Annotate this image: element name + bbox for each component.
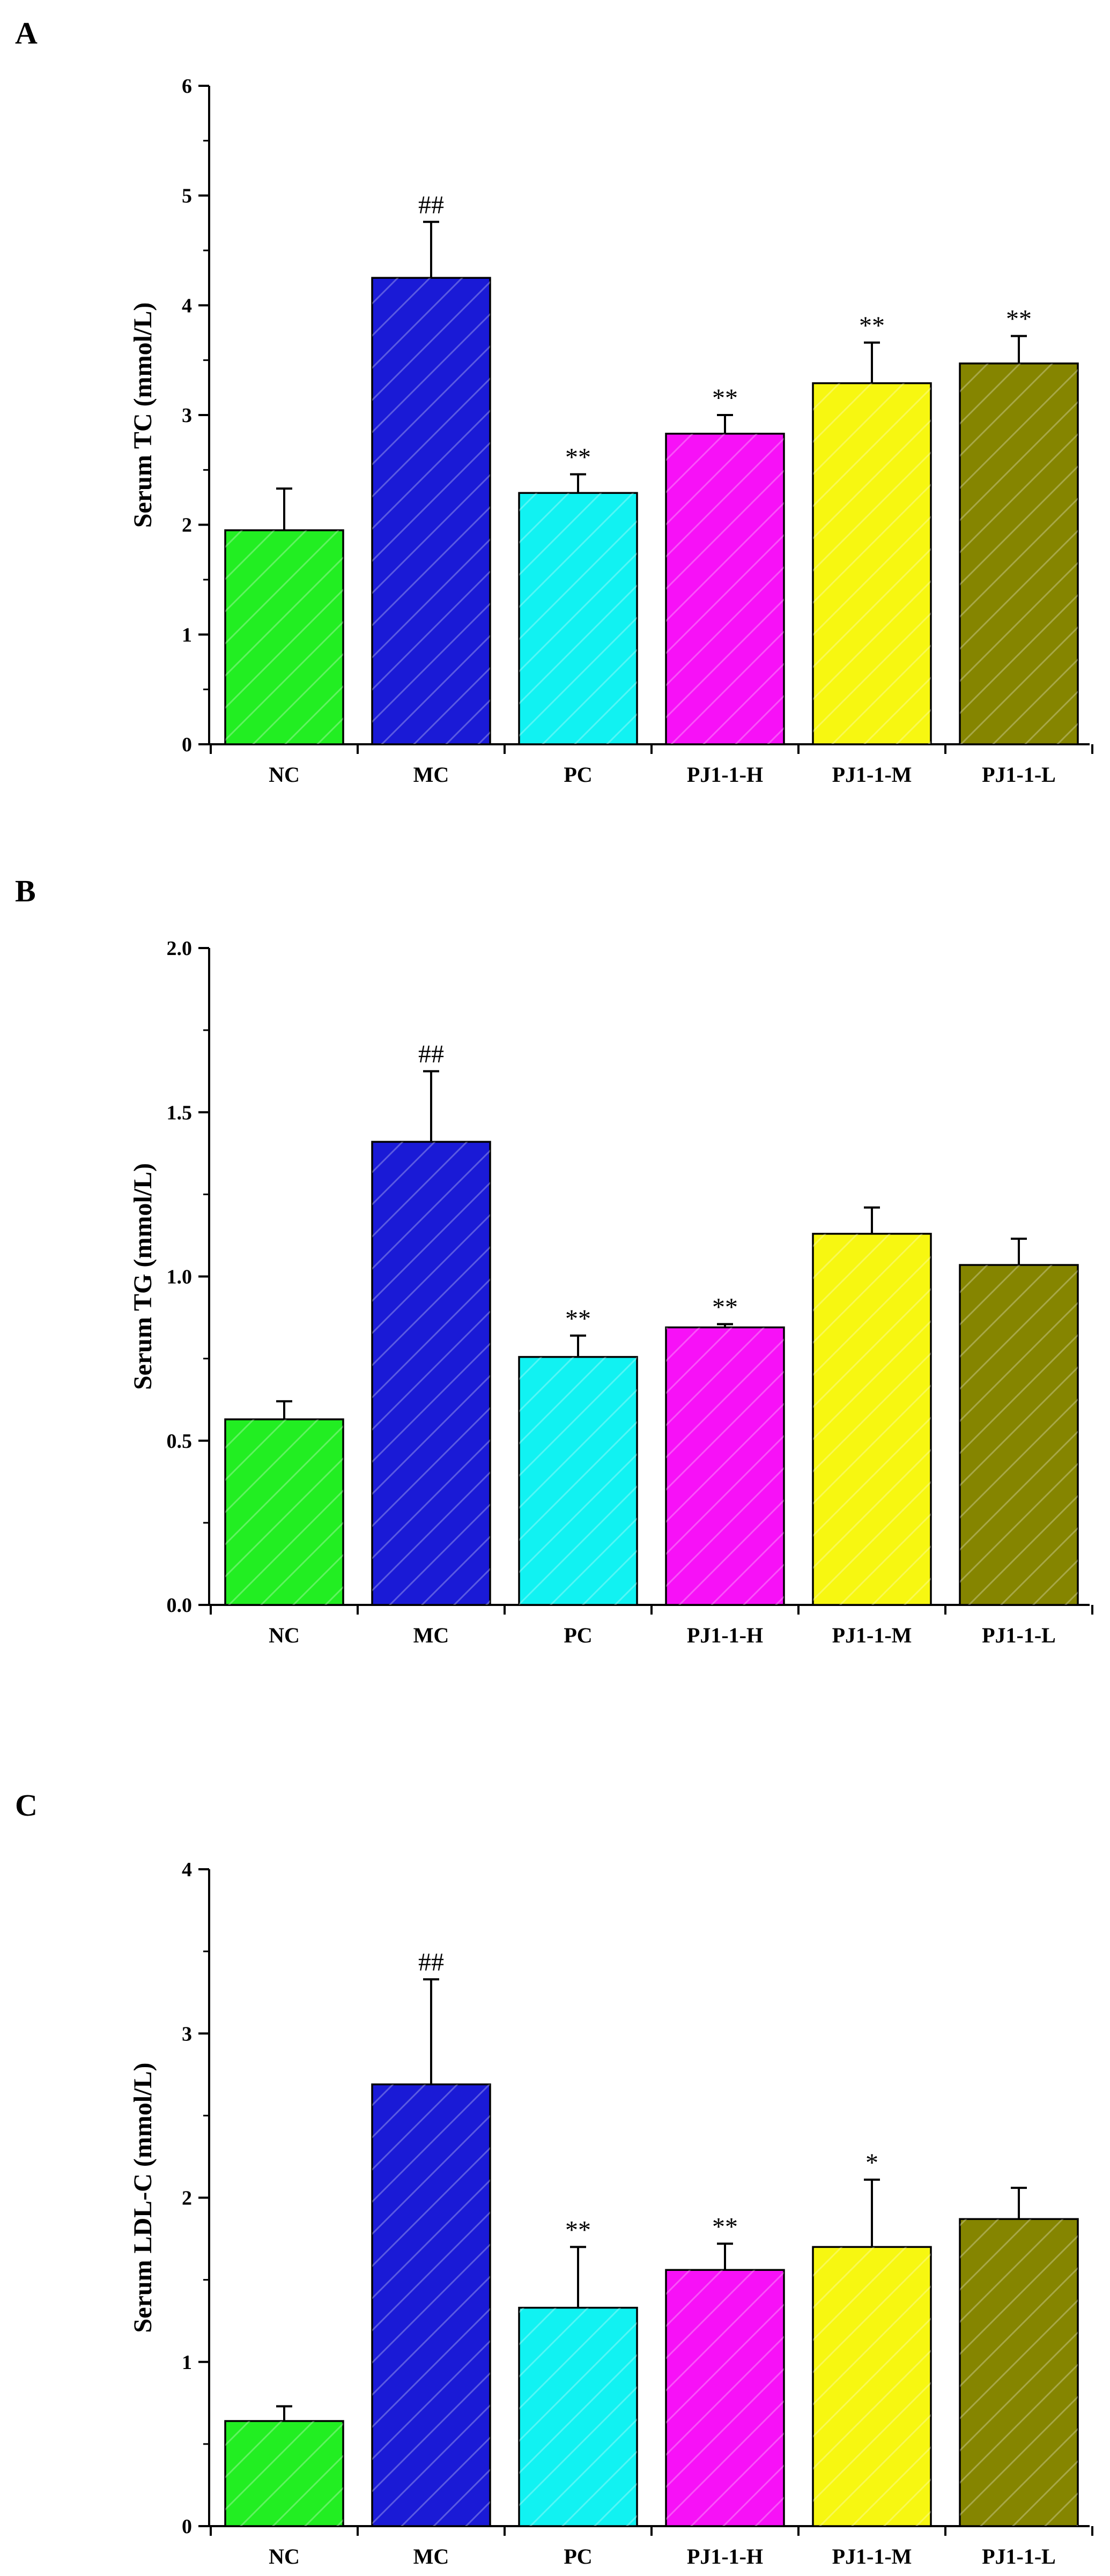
panel-letter-a: A [15,16,38,50]
chart-a-y-tick-label: 0 [182,734,192,756]
chart-a-significance-label: ** [859,312,885,340]
chart-c-bar-hatch [813,2247,931,2526]
chart-a-category-label: PJ1-1-L [982,763,1056,787]
chart-b-significance-label: ** [712,1293,738,1321]
chart-c-category-label: MC [413,2544,449,2568]
chart-a-y-axis-title: Serum TC (mmol/L) [129,302,157,528]
chart-a-category-label: PJ1-1-H [687,763,763,787]
chart-b-significance-label: ## [418,1040,444,1069]
chart-b-y-tick-label: 0.0 [167,1594,193,1617]
chart-b-bar-hatch [225,1419,343,1605]
chart-c-y-axis-title: Serum LDL-C (mmol/L) [129,2063,157,2333]
chart-a-bar-hatch [372,278,490,744]
chart-c-category-label: PJ1-1-H [687,2544,763,2568]
chart-c-y-tick-label: 1 [182,2351,192,2374]
chart-c-category-label: PJ1-1-L [982,2544,1056,2568]
chart-b-bar-hatch [519,1357,637,1605]
chart-a-y-tick-label: 2 [182,514,192,537]
chart-c-significance-label: ** [565,2216,591,2244]
chart-a-significance-label: ** [1006,305,1032,334]
chart-b-category-label: NC [269,1623,300,1647]
chart-c-bar-hatch [372,2084,490,2526]
chart-b-category-label: PJ1-1-M [832,1623,912,1647]
chart-b-category-label: PJ1-1-H [687,1623,763,1647]
chart-b-y-axis-title: Serum TG (mmol/L) [129,1163,157,1390]
chart-a-significance-label: ** [565,443,591,472]
chart-c-bar-hatch [666,2270,784,2526]
chart-a-bar-hatch [519,493,637,744]
chart-b-y-tick-label: 0.5 [167,1430,193,1453]
chart-c-category-label: NC [269,2544,300,2568]
chart-c-significance-label: ## [418,1948,444,1977]
chart-b-y-tick-label: 1.0 [167,1266,193,1289]
chart-b-bar-hatch [372,1142,490,1605]
chart-c-y-tick-label: 3 [182,2023,192,2045]
chart-c-y-tick-label: 4 [182,1859,192,1881]
chart-a-significance-label: ## [418,191,444,219]
chart-b-y-tick-label: 1.5 [167,1101,193,1124]
chart-c-bar-hatch [960,2219,1078,2526]
panel-letter-b: B [15,874,36,908]
chart-b-category-label: PC [564,1623,592,1647]
chart-c-category-label: PJ1-1-M [832,2544,912,2568]
chart-c-y-tick-label: 0 [182,2515,192,2538]
chart-c-category-label: PC [564,2544,592,2568]
chart-b-bar-hatch [813,1233,931,1605]
chart-a-category-label: MC [413,763,449,787]
chart-a-category-label: NC [269,763,300,787]
chart-a-bar-hatch [813,383,931,744]
chart-b-bar-hatch [666,1327,784,1605]
chart-b-bar-hatch [960,1265,1078,1605]
chart-a-bar-hatch [960,363,1078,744]
chart-b-y-tick-label: 2.0 [167,937,193,960]
chart-a-y-tick-label: 1 [182,624,192,646]
chart-a-bar-hatch [666,433,784,744]
chart-b-significance-label: ** [565,1305,591,1333]
chart-a-y-tick-label: 4 [182,294,192,317]
chart-a-category-label: PC [564,763,592,787]
chart-c-bar-hatch [225,2421,343,2526]
chart-a-y-tick-label: 5 [182,185,192,208]
chart-b-category-label: PJ1-1-L [982,1623,1056,1647]
chart-a-y-tick-label: 3 [182,404,192,427]
chart-c-y-tick-label: 2 [182,2187,192,2210]
chart-b-category-label: MC [413,1623,449,1647]
chart-a-y-tick-label: 6 [182,75,192,98]
chart-a-significance-label: ** [712,384,738,412]
panel-letter-c: C [15,1788,38,1823]
chart-c-significance-label: ** [712,2212,738,2241]
chart-a-bar-hatch [225,530,343,744]
chart-c-significance-label: * [865,2149,878,2177]
chart-c-bar-hatch [519,2307,637,2526]
chart-a-category-label: PJ1-1-M [832,763,912,787]
